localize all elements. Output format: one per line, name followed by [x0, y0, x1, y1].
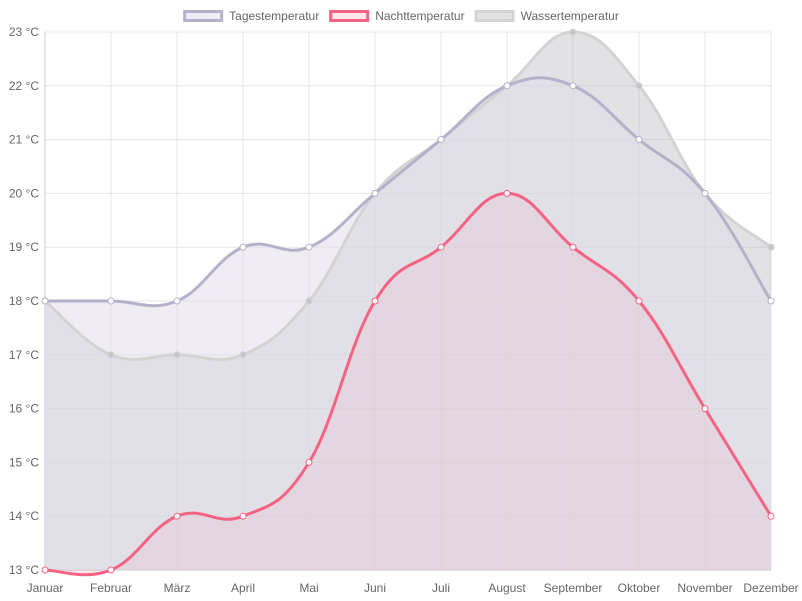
- data-point-nachttemperatur[interactable]: [305, 458, 313, 466]
- data-point-tagestemperatur[interactable]: [635, 136, 643, 144]
- data-point-nachttemperatur[interactable]: [239, 512, 247, 520]
- legend-item-tagestemperatur[interactable]: Tagestemperatur: [183, 9, 320, 23]
- data-point-tagestemperatur[interactable]: [503, 82, 511, 90]
- data-point-nachttemperatur[interactable]: [569, 243, 577, 251]
- y-tick-label: 19 °C: [9, 240, 39, 254]
- legend-swatch: [474, 10, 515, 22]
- x-tick-label: Oktober: [618, 581, 661, 595]
- legend-swatch: [329, 10, 370, 22]
- x-tick-label: Mai: [299, 581, 318, 595]
- y-tick-label: 22 °C: [9, 79, 39, 93]
- x-tick-label: August: [488, 581, 526, 595]
- data-point-nachttemperatur[interactable]: [107, 566, 115, 574]
- x-tick-label: Februar: [90, 581, 132, 595]
- data-point-wassertemperatur[interactable]: [173, 351, 181, 359]
- x-tick-label: November: [677, 581, 732, 595]
- data-point-nachttemperatur[interactable]: [767, 512, 775, 520]
- data-point-nachttemperatur[interactable]: [437, 243, 445, 251]
- series-area-tagestemperatur: [45, 77, 771, 570]
- data-point-tagestemperatur[interactable]: [41, 297, 49, 305]
- legend-item-wassertemperatur[interactable]: Wassertemperatur: [474, 9, 619, 23]
- series-areas: [45, 32, 771, 575]
- y-tick-label: 18 °C: [9, 294, 39, 308]
- data-point-wassertemperatur[interactable]: [569, 28, 577, 36]
- x-tick-label: Januar: [27, 581, 64, 595]
- y-axis: 13 °C 14 °C 15 °C 16 °C 17 °C 18 °C 19 °C 20 °C…: [9, 25, 39, 577]
- legend-item-nachttemperatur[interactable]: Nachttemperatur: [329, 9, 465, 23]
- y-tick-label: 21 °C: [9, 133, 39, 147]
- data-point-wassertemperatur[interactable]: [239, 351, 247, 359]
- x-tick-label: September: [544, 581, 603, 595]
- data-point-tagestemperatur[interactable]: [173, 297, 181, 305]
- legend-label: Wassertemperatur: [521, 9, 619, 23]
- legend-label: Nachttemperatur: [375, 9, 464, 23]
- data-point-nachttemperatur[interactable]: [173, 512, 181, 520]
- data-point-wassertemperatur[interactable]: [107, 351, 115, 359]
- data-point-nachttemperatur[interactable]: [503, 189, 511, 197]
- x-tick-label: Juli: [432, 581, 450, 595]
- y-tick-label: 17 °C: [9, 348, 39, 362]
- data-point-tagestemperatur[interactable]: [569, 82, 577, 90]
- data-point-tagestemperatur[interactable]: [701, 189, 709, 197]
- data-point-wassertemperatur[interactable]: [767, 243, 775, 251]
- y-tick-label: 14 °C: [9, 509, 39, 523]
- legend-swatch: [183, 10, 224, 22]
- y-tick-label: 20 °C: [9, 186, 39, 200]
- data-point-nachttemperatur[interactable]: [701, 405, 709, 413]
- y-tick-label: 15 °C: [9, 455, 39, 469]
- y-tick-label: 16 °C: [9, 402, 39, 416]
- data-point-tagestemperatur[interactable]: [371, 189, 379, 197]
- data-point-nachttemperatur[interactable]: [371, 297, 379, 305]
- series-points: [41, 28, 775, 574]
- data-point-tagestemperatur[interactable]: [107, 297, 115, 305]
- data-point-nachttemperatur[interactable]: [41, 566, 49, 574]
- x-tick-label: April: [231, 581, 255, 595]
- y-tick-label: 23 °C: [9, 25, 39, 39]
- data-point-tagestemperatur[interactable]: [437, 136, 445, 144]
- data-point-nachttemperatur[interactable]: [635, 297, 643, 305]
- x-axis: Januar Februar März April Mai Juni Juli August S…: [27, 581, 799, 595]
- y-tick-label: 13 °C: [9, 563, 39, 577]
- legend: Tagestemperatur Nachttemperatur Wassertemp…: [183, 9, 619, 23]
- data-point-tagestemperatur[interactable]: [767, 297, 775, 305]
- data-point-tagestemperatur[interactable]: [305, 243, 313, 251]
- x-tick-label: März: [164, 581, 191, 595]
- x-tick-label: Juni: [364, 581, 386, 595]
- data-point-tagestemperatur[interactable]: [239, 243, 247, 251]
- data-point-wassertemperatur[interactable]: [635, 82, 643, 90]
- legend-label: Tagestemperatur: [229, 9, 319, 23]
- x-tick-label: Dezember: [743, 581, 798, 595]
- data-point-wassertemperatur[interactable]: [305, 297, 313, 305]
